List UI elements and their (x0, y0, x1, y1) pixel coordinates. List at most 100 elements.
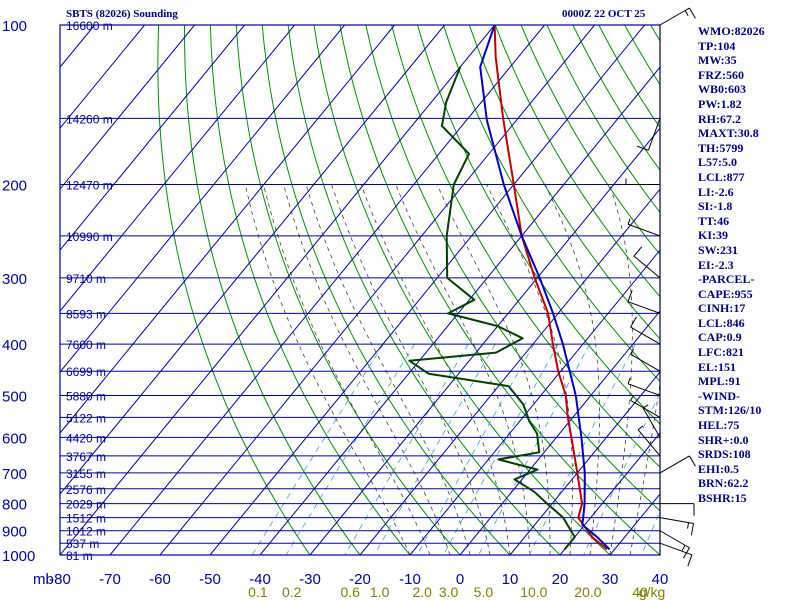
height-label-450: 6699 m (66, 365, 106, 379)
temp-label--60: -60 (149, 571, 171, 588)
station-title: SBTS (82026) Sounding (66, 8, 178, 20)
temp-label--80: -80 (49, 571, 71, 588)
moist-adiabat-2 (305, 184, 471, 555)
isotherm--40 (259, 66, 660, 555)
plot-frame (59, 24, 661, 556)
mixing-ratio-label-3: 1.0 (370, 584, 390, 600)
height-label-100: 16600 m (66, 19, 113, 33)
index-15: SW:231 (698, 242, 739, 257)
mixing-ratio-label-4: 2.0 (412, 584, 432, 600)
isotherm--30 (309, 127, 660, 555)
isotherm-10 (509, 371, 660, 555)
index-32: BSHR:15 (698, 491, 747, 505)
pressure-label-700: 700 (2, 466, 27, 483)
index-2: MW:35 (698, 53, 737, 68)
mixing-ratio-line-4 (416, 343, 535, 555)
isotherm--130 (60, 25, 245, 251)
wind-barb-13 (627, 218, 661, 237)
isotherm--50 (209, 25, 645, 555)
temp-label--50: -50 (199, 571, 221, 588)
wind-barb-6 (642, 404, 661, 438)
height-label-400: 7600 m (66, 338, 106, 352)
moist-adiabat-22 (486, 184, 573, 555)
pressure-label-100: 100 (2, 18, 27, 35)
height-label-250: 10990 m (66, 230, 113, 244)
moist-adiabat-26 (544, 184, 600, 555)
mixing-ratio-label-7: 10.0 (520, 584, 547, 600)
mixing-ratio-line-1 (285, 343, 415, 555)
index-14: KI:39 (698, 228, 728, 243)
index-24: MPL:91 (698, 374, 741, 389)
index-6: RH:67.2 (698, 111, 741, 126)
index-1: TP:104 (698, 38, 736, 53)
index-21: CAP:0.9 (698, 330, 742, 345)
height-label-500: 5880 m (66, 389, 106, 403)
index-22: LFC:821 (698, 345, 744, 360)
index-27: HEL:75 (698, 418, 740, 433)
temp-label--20: -20 (349, 571, 371, 588)
height-label-650: 3767 m (66, 450, 106, 464)
mixing-ratio-line-5 (443, 343, 559, 555)
temp-label-30: 30 (602, 571, 619, 588)
height-label-900: 1012 m (66, 525, 106, 539)
height-label-700: 3155 m (66, 467, 106, 481)
isotherm-0 (459, 310, 660, 555)
height-label-200: 12470 m (66, 179, 113, 193)
temp-label-20: 20 (552, 571, 569, 588)
isotherm--120 (60, 25, 295, 312)
mixing-ratio-label-6: 5.0 (474, 584, 494, 600)
pressure-label-900: 900 (2, 524, 27, 541)
index-5: PW:1.82 (698, 96, 742, 111)
mixing-ratio-unit: g/kg (639, 584, 665, 600)
mixing-ratio-label-8: 20.0 (574, 584, 601, 600)
index-0: WMO:82026 (698, 24, 765, 38)
temp-label-0: 0 (456, 571, 464, 588)
pressure-unit-label: mb (33, 571, 54, 588)
index-11: LI:-2.6 (698, 184, 734, 199)
index-26: STM:126/10 (698, 403, 762, 418)
moist-adiabat-6 (331, 184, 491, 555)
temp-label--10: -10 (399, 571, 421, 588)
index-16: EI:-2.3 (698, 257, 734, 272)
wind-barb-1 (659, 530, 690, 559)
pressure-label-800: 800 (2, 497, 27, 514)
index-25: -WIND- (698, 388, 740, 403)
index-13: TT:46 (698, 213, 730, 228)
plot-area (60, 25, 660, 555)
moist-adiabat--6 (263, 184, 431, 555)
sounding-time: 0000Z 22 OCT 25 (562, 8, 646, 20)
wind-barb-3 (660, 503, 695, 516)
index-29: SRDS:108 (698, 447, 751, 462)
mixing-ratio-label-9: 40 (632, 584, 648, 600)
index-8: TH:5799 (698, 140, 744, 155)
mixing-ratio-label-5: 3.0 (439, 584, 459, 600)
temp-label-40: 40 (652, 571, 669, 588)
isotherm--150 (60, 25, 145, 129)
dry-adiabat-50 (365, 25, 660, 512)
temperature-profile (493, 25, 608, 551)
height-label-600: 4420 m (66, 431, 106, 445)
index-31: BRN:62.2 (698, 476, 749, 491)
index-20: LCL:846 (698, 315, 745, 330)
index-28: SHR+:0.0 (698, 432, 749, 447)
index-10: LCL:877 (698, 169, 745, 184)
isotherm--100 (60, 25, 395, 434)
wind-barb-10 (630, 316, 661, 345)
temp-label--70: -70 (99, 571, 121, 588)
index-19: CINH:17 (698, 301, 746, 316)
mixing-ratio-line-0 (251, 343, 384, 555)
pressure-label-500: 500 (2, 388, 27, 405)
isotherm--110 (60, 25, 345, 373)
isotherm-20 (559, 432, 660, 555)
wind-barb-11 (627, 290, 661, 314)
index-23: EL:151 (698, 359, 737, 374)
moist-adiabat-18 (436, 184, 551, 555)
height-label-800: 2029 m (66, 498, 106, 512)
wind-barb-14 (625, 178, 660, 186)
index-18: CAPE:955 (698, 286, 753, 301)
height-label-550: 5122 m (66, 411, 106, 425)
wind-barb-9 (630, 348, 661, 372)
parcel-profile (479, 25, 611, 551)
dry-adiabat--10 (209, 25, 411, 555)
